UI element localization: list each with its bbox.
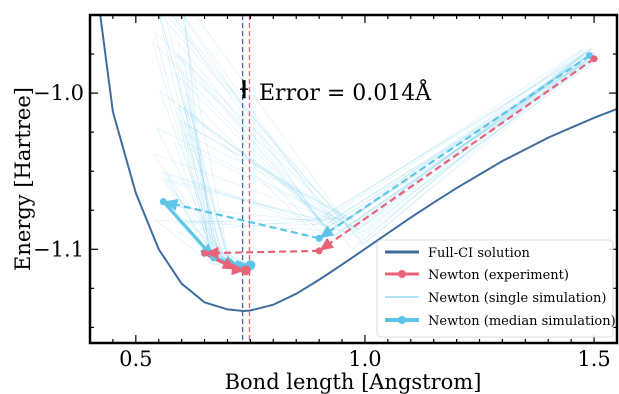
single-simulation-line	[185, 52, 594, 267]
single-simulation-line	[175, 56, 597, 265]
legend-box	[376, 239, 614, 338]
median-simulation-point	[315, 234, 323, 242]
legend-item-single: Newton (single simulation)	[385, 291, 606, 306]
single-simulation-line	[152, 41, 594, 267]
x-tick-label: 1.0	[348, 347, 381, 371]
legend-item-fci: Full-CI solution	[385, 246, 531, 261]
experiment-point	[240, 265, 251, 276]
experiment-point	[315, 247, 323, 255]
x-tick-label: 1.5	[577, 347, 610, 371]
experiment-point	[201, 249, 209, 257]
legend-label-fci: Full-CI solution	[428, 246, 531, 261]
legend-item-experiment: Newton (experiment)	[385, 268, 569, 283]
legend-marker-experiment	[398, 270, 406, 278]
experiment-step-line	[204, 249, 320, 255]
single-simulation-line	[183, 15, 593, 268]
median-simulation-point	[159, 198, 167, 206]
fci-line	[99, 15, 617, 312]
single-simulation-trajectories	[152, 15, 597, 272]
experiment-point	[590, 55, 598, 63]
arrow-layer	[159, 52, 598, 276]
single-simulation-line	[184, 49, 593, 266]
y-axis-label: Energy [Hartree]	[11, 87, 35, 271]
plot-frame	[88, 13, 619, 345]
median-simulation-step-line	[163, 200, 320, 240]
x-axis-label: Bond length [Angstrom]	[225, 370, 482, 394]
experiment-step-line	[318, 57, 595, 252]
y-tick-label: −1.1	[33, 237, 84, 261]
single-simulation-line	[185, 62, 595, 264]
single-simulation-line	[177, 41, 595, 264]
median-simulation-arrowhead	[319, 225, 335, 239]
single-simulation-line	[153, 30, 593, 271]
single-simulation-line	[159, 15, 594, 270]
legend-label-experiment: Newton (experiment)	[428, 268, 569, 283]
single-simulation-line	[162, 54, 583, 267]
legend-item-median: Newton (median simulation)	[385, 314, 616, 329]
experiment-arrowhead	[319, 237, 335, 251]
error-annotation: Error = 0.014Å	[259, 78, 432, 106]
y-tick-label: −1.0	[33, 81, 84, 105]
single-simulation-line	[184, 15, 588, 272]
single-simulation-line	[184, 49, 585, 268]
legend-label-median: Newton (median simulation)	[428, 314, 616, 329]
single-simulation-line	[154, 62, 584, 271]
legend-marker-median	[398, 316, 406, 324]
median-simulation-arrowhead	[163, 199, 179, 211]
experiment-point	[233, 266, 241, 274]
ticks: 0.5 1.0 1.5 −1.0 −1.1	[33, 15, 617, 371]
legend: Full-CI solution Newton (experiment) New…	[376, 239, 616, 338]
legend-label-single: Newton (single simulation)	[428, 291, 606, 306]
single-simulation-line	[156, 52, 596, 263]
single-simulation-line	[182, 56, 588, 267]
single-simulation-line	[177, 58, 593, 264]
axes	[88, 13, 619, 345]
x-tick-label: 0.5	[119, 347, 152, 371]
experiment-arrowhead	[204, 246, 219, 259]
